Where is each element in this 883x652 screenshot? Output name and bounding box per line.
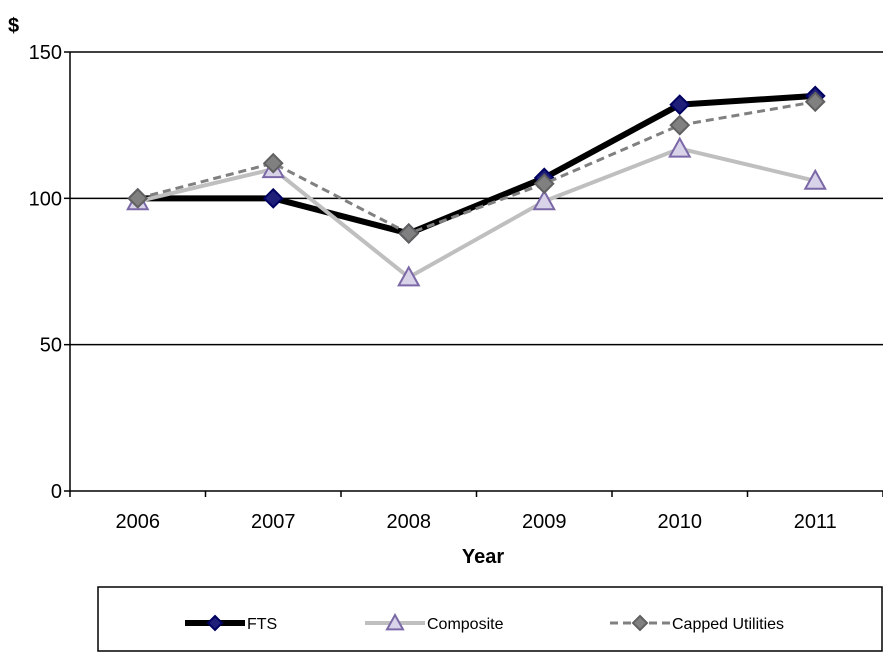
legend-swatch-marker bbox=[631, 614, 649, 632]
legend-entry-fts: FTS bbox=[185, 614, 277, 633]
x-tick-label: 2011 bbox=[794, 511, 837, 533]
data-point bbox=[804, 91, 826, 113]
y-tick-label: 50 bbox=[40, 335, 62, 357]
data-point bbox=[397, 265, 421, 287]
data-point bbox=[668, 136, 692, 158]
y-ticks: 0 50 100 150 bbox=[29, 42, 70, 503]
x-ticks: 2006 2007 2008 2009 2010 2011 bbox=[69, 491, 883, 533]
legend-entry-composite: Composite bbox=[365, 612, 504, 633]
series-line bbox=[137, 146, 816, 280]
data-point bbox=[669, 94, 691, 116]
axes bbox=[69, 52, 883, 492]
series-fts bbox=[127, 85, 826, 244]
data-point bbox=[127, 187, 149, 209]
y-axis-title: $ bbox=[8, 15, 19, 37]
series-line bbox=[137, 92, 816, 237]
legend-entry-capped-utilities: Capped Utilities bbox=[610, 614, 784, 633]
data-point bbox=[262, 187, 284, 209]
x-tick-label: 2008 bbox=[387, 511, 432, 533]
legend-label: Composite bbox=[427, 616, 504, 633]
x-tick-label: 2009 bbox=[522, 511, 567, 533]
data-point bbox=[532, 189, 556, 211]
y-tick-label: 150 bbox=[29, 42, 62, 64]
x-axis-title: Year bbox=[462, 546, 504, 568]
legend-box bbox=[97, 586, 883, 652]
x-tick-label: 2006 bbox=[116, 511, 161, 533]
y-tick-label: 0 bbox=[51, 481, 62, 503]
x-tick-label: 2010 bbox=[658, 511, 703, 533]
legend-swatch-marker bbox=[206, 614, 224, 632]
data-point bbox=[262, 152, 284, 174]
legend-label: Capped Utilities bbox=[672, 616, 784, 633]
data-point bbox=[533, 173, 555, 195]
data-point bbox=[669, 114, 691, 136]
data-point bbox=[398, 223, 420, 244]
legend: FTS Composite Capped Utilities bbox=[97, 586, 883, 652]
series-composite bbox=[126, 136, 827, 287]
x-tick-label: 2007 bbox=[251, 511, 296, 533]
legend-swatch-marker bbox=[385, 612, 405, 631]
data-point bbox=[803, 168, 827, 190]
series-capped-utilities bbox=[127, 91, 826, 244]
y-tick-label: 100 bbox=[29, 188, 62, 210]
legend-label: FTS bbox=[247, 616, 277, 633]
series-line bbox=[137, 100, 816, 235]
series-layer bbox=[126, 85, 827, 287]
